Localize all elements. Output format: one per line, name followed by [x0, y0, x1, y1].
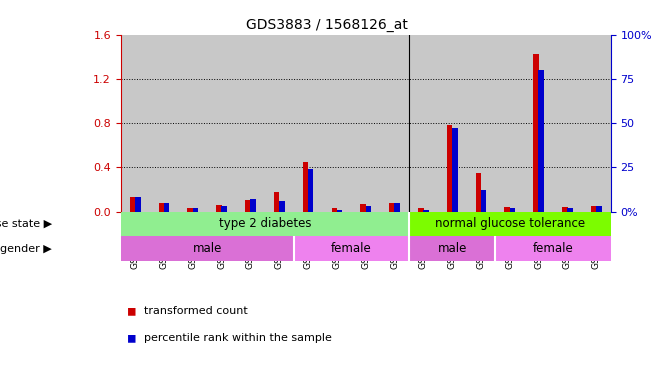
- Bar: [509, 208, 515, 212]
- Bar: [582, 35, 611, 212]
- Bar: [250, 199, 256, 212]
- Bar: [380, 35, 409, 212]
- Bar: [437, 35, 466, 212]
- Bar: [409, 236, 495, 261]
- Text: normal glucose tolerance: normal glucose tolerance: [435, 217, 585, 230]
- Bar: [366, 206, 371, 212]
- Bar: [207, 35, 236, 212]
- Bar: [389, 203, 395, 212]
- Bar: [193, 208, 198, 212]
- Bar: [480, 190, 486, 212]
- Bar: [150, 35, 178, 212]
- Bar: [121, 212, 409, 236]
- Bar: [303, 162, 308, 212]
- Text: type 2 diabetes: type 2 diabetes: [219, 217, 311, 230]
- Bar: [178, 35, 207, 212]
- Bar: [476, 173, 481, 212]
- Bar: [395, 203, 400, 212]
- Bar: [135, 197, 140, 212]
- Bar: [121, 35, 150, 212]
- Bar: [418, 208, 423, 212]
- Text: gender ▶: gender ▶: [1, 244, 52, 254]
- Bar: [323, 35, 352, 212]
- Bar: [308, 169, 313, 212]
- Bar: [452, 128, 458, 212]
- Bar: [216, 205, 222, 212]
- Bar: [409, 35, 437, 212]
- Bar: [524, 35, 553, 212]
- Bar: [533, 55, 539, 212]
- Bar: [279, 201, 285, 212]
- Bar: [294, 35, 323, 212]
- Bar: [567, 208, 573, 212]
- Bar: [187, 208, 193, 212]
- Bar: [294, 236, 409, 261]
- Bar: [423, 210, 429, 212]
- Text: male: male: [437, 242, 467, 255]
- Text: disease state ▶: disease state ▶: [0, 219, 52, 229]
- Bar: [121, 236, 294, 261]
- Bar: [591, 206, 597, 212]
- Text: percentile rank within the sample: percentile rank within the sample: [144, 333, 332, 343]
- Bar: [466, 35, 495, 212]
- Bar: [596, 206, 602, 212]
- Bar: [265, 35, 294, 212]
- Text: female: female: [533, 242, 573, 255]
- Bar: [337, 210, 342, 212]
- Bar: [164, 203, 169, 212]
- Bar: [221, 206, 227, 212]
- Bar: [409, 212, 611, 236]
- Bar: [538, 70, 544, 212]
- Bar: [505, 207, 510, 212]
- Bar: [447, 125, 452, 212]
- Bar: [130, 197, 136, 212]
- Bar: [360, 204, 366, 212]
- Bar: [553, 35, 582, 212]
- Text: transformed count: transformed count: [144, 306, 248, 316]
- Text: male: male: [193, 242, 222, 255]
- Bar: [495, 35, 524, 212]
- Bar: [562, 207, 568, 212]
- Title: GDS3883 / 1568126_at: GDS3883 / 1568126_at: [246, 18, 407, 32]
- Text: ■: ■: [127, 331, 135, 344]
- Bar: [158, 203, 164, 212]
- Text: ■: ■: [127, 305, 135, 318]
- Bar: [274, 192, 279, 212]
- Bar: [245, 200, 251, 212]
- Bar: [331, 208, 337, 212]
- Bar: [495, 236, 611, 261]
- Bar: [236, 35, 265, 212]
- Text: female: female: [331, 242, 372, 255]
- Bar: [352, 35, 380, 212]
